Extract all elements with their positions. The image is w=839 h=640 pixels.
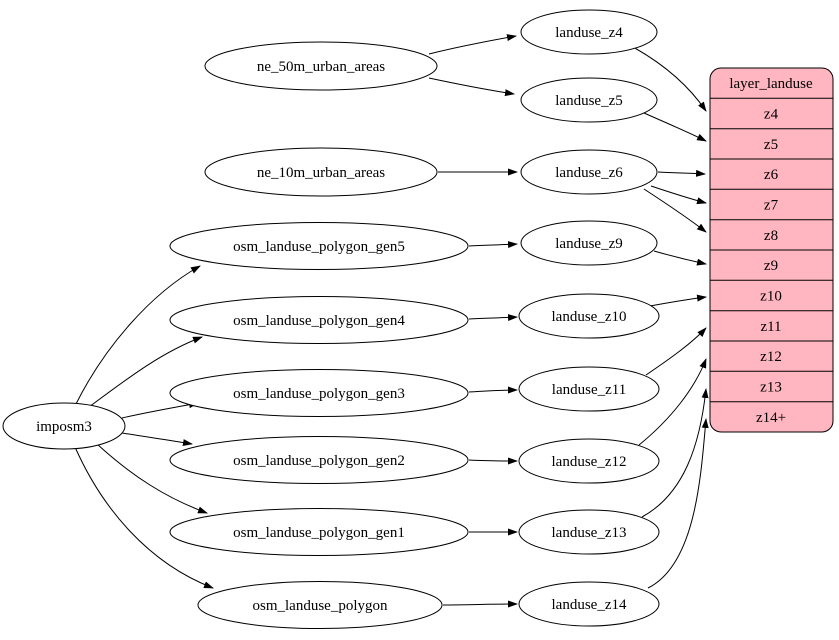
node-gen5-label: osm_landuse_polygon_gen5	[233, 239, 405, 255]
layer_landuse-title: layer_landuse	[729, 76, 813, 92]
table-row-z13: z13	[760, 380, 782, 396]
node-landuse_z13: landuse_z13	[518, 509, 660, 555]
node-gen2-shape	[169, 436, 469, 484]
table-row-z9: z9	[764, 258, 778, 274]
node-landuse_z9-label: landuse_z9	[555, 236, 622, 252]
node-imposm3-shape	[2, 402, 126, 450]
edge-layer	[74, 34, 709, 608]
node-landuse_z13-shape	[518, 509, 660, 555]
table-row-z7: z7	[764, 198, 779, 214]
node-polygon-label: osm_landuse_polygon	[253, 598, 388, 614]
node-landuse_z13-label: landuse_z13	[552, 525, 627, 541]
node-osm_landuse_polygon_gen1: osm_landuse_polygon_gen1	[169, 508, 469, 556]
edge-imposm3-gen4	[88, 336, 203, 408]
edge-landuse_z11-row_z11	[645, 327, 707, 376]
node-gen3-shape	[169, 369, 469, 417]
node-gen2-label: osm_landuse_polygon_gen2	[233, 453, 405, 469]
table-row-z4: z4	[764, 107, 779, 123]
node-osm_landuse_polygon: osm_landuse_polygon	[197, 581, 443, 629]
node-gen1-label: osm_landuse_polygon_gen1	[233, 525, 405, 541]
node-landuse_z9: landuse_z9	[520, 220, 658, 266]
node-gen3-label: osm_landuse_polygon_gen3	[233, 386, 405, 402]
edge-ne50m-landuse_z5	[428, 77, 515, 97]
node-ne_10m-label: ne_10m_urban_areas	[257, 165, 385, 181]
node-ne_10m-shape	[204, 147, 438, 197]
edge-landuse_z14-row_z14plus	[647, 418, 709, 589]
edge-landuse_z5-row_z5	[643, 112, 707, 142]
edge-landuse_z6-row_z6	[657, 169, 706, 177]
node-imposm3-label: imposm3	[36, 419, 92, 435]
edge-landuse_z4-row_z4	[632, 46, 707, 112]
edge-imposm3-gen2	[121, 432, 193, 446]
node-landuse_z10-shape	[518, 293, 660, 339]
edge-polygon-landuse_z14	[442, 600, 518, 608]
node-landuse_z4-label: landuse_z4	[555, 25, 623, 41]
node-layer_landuse-table: layer_landuse z4 z5 z6 z7 z8 z9 z10 z11 …	[709, 67, 834, 433]
node-landuse_z10-label: landuse_z10	[552, 309, 627, 325]
node-landuse_z5-label: landuse_z5	[555, 93, 622, 109]
edge-landuse_z10-row_z10	[649, 294, 707, 307]
node-landuse_z11-label: landuse_z11	[552, 382, 626, 398]
table-row-z12: z12	[760, 349, 782, 365]
node-landuse_z5: landuse_z5	[520, 77, 658, 123]
node-osm_landuse_polygon_gen4: osm_landuse_polygon_gen4	[169, 296, 469, 344]
edge-landuse_z6-row_z8	[643, 188, 707, 233]
edge-gen4-landuse_z10	[468, 314, 518, 322]
edge-imposm3-gen3	[121, 401, 199, 419]
edge-landuse_z12-row_z12	[638, 358, 707, 446]
node-gen1-shape	[169, 508, 469, 556]
node-landuse_z11-shape	[518, 366, 660, 412]
node-landuse_z9-shape	[520, 220, 658, 266]
edge-imposm3-gen5	[75, 265, 201, 405]
node-landuse_z10: landuse_z10	[518, 293, 660, 339]
node-osm_landuse_polygon_gen5: osm_landuse_polygon_gen5	[169, 222, 469, 270]
node-landuse_z12: landuse_z12	[518, 438, 660, 484]
edge-landuse_z13-row_z13	[641, 388, 709, 518]
node-landuse_z14-shape	[518, 581, 660, 627]
edge-gen3-landuse_z11	[468, 386, 518, 394]
table-row-z10: z10	[760, 289, 782, 305]
node-polygon-shape	[197, 581, 443, 629]
edge-gen2-landuse_z12	[468, 457, 518, 465]
node-landuse_z14-label: landuse_z14	[552, 597, 627, 613]
table-row-z8: z8	[764, 228, 778, 244]
node-landuse_z6-label: landuse_z6	[555, 165, 623, 181]
node-landuse_z12-label: landuse_z12	[552, 454, 627, 470]
node-gen5-shape	[169, 222, 469, 270]
edge-landuse_z6-row_z7	[650, 185, 707, 205]
node-landuse_z14: landuse_z14	[518, 581, 660, 627]
edge-gen5-landuse_z9	[468, 241, 518, 249]
node-osm_landuse_polygon_gen3: osm_landuse_polygon_gen3	[169, 369, 469, 417]
table-row-z11: z11	[760, 319, 781, 335]
node-ne_50m-label: ne_50m_urban_areas	[257, 59, 385, 75]
node-landuse_z4: landuse_z4	[520, 9, 658, 55]
table-row-z5: z5	[764, 137, 778, 153]
table-row-z6: z6	[764, 167, 779, 183]
edge-imposm3-polygon	[74, 446, 214, 589]
edge-imposm3-gen1	[96, 443, 208, 514]
node-landuse_z6: landuse_z6	[520, 149, 658, 195]
node-landuse_z4-shape	[520, 9, 658, 55]
node-ne_50m_urban_areas: ne_50m_urban_areas	[204, 41, 438, 91]
node-imposm3: imposm3	[2, 402, 126, 450]
node-landuse_z6-shape	[520, 149, 658, 195]
node-landuse_z12-shape	[518, 438, 660, 484]
edge-landuse_z9-row_z9	[653, 250, 707, 266]
node-ne_10m_urban_areas: ne_10m_urban_areas	[204, 147, 438, 197]
node-landuse_z11: landuse_z11	[518, 366, 660, 412]
node-osm_landuse_polygon_gen2: osm_landuse_polygon_gen2	[169, 436, 469, 484]
node-gen4-label: osm_landuse_polygon_gen4	[233, 313, 405, 329]
node-ne_50m-shape	[204, 41, 438, 91]
table-row-z14plus: z14+	[756, 410, 786, 426]
node-landuse_z5-shape	[520, 77, 658, 123]
node-gen4-shape	[169, 296, 469, 344]
edge-ne50m-landuse_z4	[428, 34, 517, 55]
